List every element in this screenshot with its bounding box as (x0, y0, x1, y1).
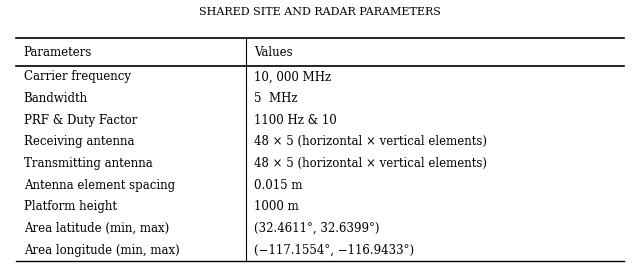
Text: 1100 Hz & 10: 1100 Hz & 10 (254, 114, 337, 127)
Text: 5  MHz: 5 MHz (254, 92, 298, 105)
Text: Platform height: Platform height (24, 200, 116, 213)
Text: Carrier frequency: Carrier frequency (24, 70, 131, 83)
Text: SHARED SITE AND RADAR PARAMETERS: SHARED SITE AND RADAR PARAMETERS (199, 7, 441, 17)
Text: PRF & Duty Factor: PRF & Duty Factor (24, 114, 137, 127)
Text: Receiving antenna: Receiving antenna (24, 135, 134, 148)
Text: Area latitude (min, max): Area latitude (min, max) (24, 222, 169, 235)
Text: Transmitting antenna: Transmitting antenna (24, 157, 152, 170)
Text: Area longitude (min, max): Area longitude (min, max) (24, 243, 179, 257)
Text: 48 × 5 (horizontal × vertical elements): 48 × 5 (horizontal × vertical elements) (254, 135, 487, 148)
Text: (32.4611°, 32.6399°): (32.4611°, 32.6399°) (254, 222, 380, 235)
Text: Bandwidth: Bandwidth (24, 92, 88, 105)
Text: 0.015 m: 0.015 m (254, 178, 303, 192)
Text: 10, 000 MHz: 10, 000 MHz (254, 70, 332, 83)
Text: Parameters: Parameters (24, 46, 92, 59)
Text: 48 × 5 (horizontal × vertical elements): 48 × 5 (horizontal × vertical elements) (254, 157, 487, 170)
Text: 1000 m: 1000 m (254, 200, 299, 213)
Text: Values: Values (254, 46, 292, 59)
Text: Antenna element spacing: Antenna element spacing (24, 178, 175, 192)
Text: (−117.1554°, −116.9433°): (−117.1554°, −116.9433°) (254, 243, 414, 257)
